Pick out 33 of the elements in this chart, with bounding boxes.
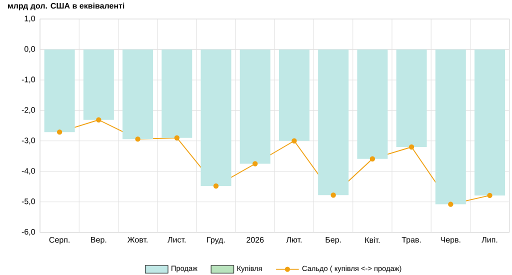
y-tick-label: -4,0 <box>22 168 35 175</box>
x-tick-label: Вер. <box>91 237 106 244</box>
y-axis-title: млрд дол. США в еквіваленті <box>8 2 124 10</box>
point <box>408 144 414 150</box>
x-tick-label: Трав. <box>402 237 421 244</box>
y-tick-label: -5,0 <box>22 198 35 206</box>
point <box>487 192 492 198</box>
x-tick-label: Лют. <box>286 237 302 243</box>
point <box>174 135 180 140</box>
y-tick-label: 0,0 <box>24 46 35 53</box>
x-tick-label: 2026 <box>246 237 264 243</box>
x-tick-label: Квіт. <box>365 237 380 243</box>
y-tick-label: 1,0 <box>24 16 35 22</box>
y-tick-label: -6,0 <box>22 229 35 236</box>
point <box>330 192 336 198</box>
point <box>370 156 376 162</box>
x-tick-label: Бер. <box>326 237 341 244</box>
point <box>96 117 102 122</box>
point <box>448 202 454 207</box>
point <box>252 161 258 166</box>
point <box>56 129 62 135</box>
point <box>213 183 219 189</box>
y-tick-label: -1,0 <box>22 76 35 84</box>
y-tick-label: -3,0 <box>22 138 35 144</box>
x-tick-label: Черв. <box>440 237 460 244</box>
x-tick-label: Лип. <box>482 237 498 243</box>
x-tick-label: Груд. <box>207 237 225 244</box>
point <box>292 138 297 144</box>
x-tick-label: Лист. <box>168 237 186 243</box>
x-tick-label: Серп. <box>49 237 70 244</box>
point <box>135 136 140 142</box>
x-tick-label: Жовт. <box>127 237 148 243</box>
y-tick-label: -2,0 <box>22 107 35 114</box>
